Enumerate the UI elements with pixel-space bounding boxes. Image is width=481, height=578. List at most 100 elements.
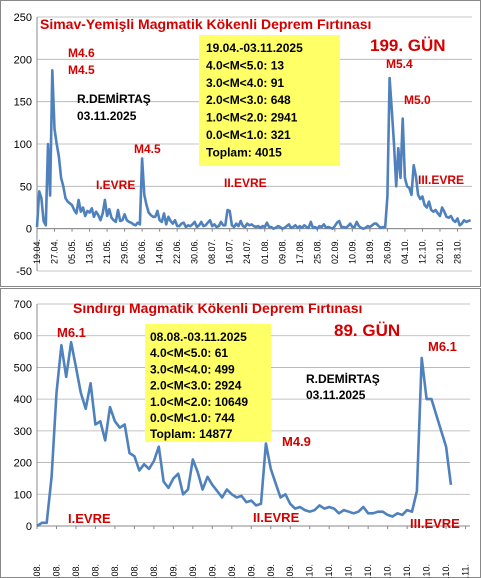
- stats-line: 08.08.-03.11.2025: [150, 330, 247, 344]
- x-tick-label: 14.06.: [155, 239, 165, 264]
- y-tick-label: 200: [14, 458, 32, 470]
- x-tick-label: 19.08.: [90, 564, 100, 578]
- annotation: M5.4: [386, 57, 413, 71]
- y-tick-label: 100: [14, 489, 32, 501]
- x-tick-label: 03.11.: [461, 564, 471, 578]
- stats-line: 0.0<M<1.0: 321: [206, 128, 291, 142]
- stats-box: [199, 35, 340, 166]
- x-tick-label: 11.08.: [51, 564, 61, 578]
- x-tick-label: 15.08.: [71, 564, 81, 578]
- author-date: 03.11.2025: [306, 388, 366, 402]
- stats-line: 1.0<M<2.0: 10649: [150, 395, 248, 409]
- x-tick-label: 06.06.: [137, 239, 147, 264]
- day-label: 199. GÜN: [370, 36, 446, 55]
- series-line: [35, 69, 472, 230]
- x-tick-label: 27.04.: [50, 239, 60, 264]
- author-date: 03.11.2025: [77, 109, 137, 123]
- annotation: M4.6: [68, 46, 95, 60]
- x-tick-label: 30.10.: [441, 564, 451, 578]
- annotation: II.EVRE: [253, 510, 300, 525]
- x-tick-label: 24.09.: [266, 564, 276, 578]
- stats-line: Toplam: 4015: [206, 145, 282, 159]
- x-tick-label: 13.05.: [85, 239, 95, 264]
- day-label: 89. GÜN: [334, 321, 400, 340]
- annotation: I.EVRE: [68, 511, 111, 526]
- x-tick-label: 08.07.: [207, 239, 217, 264]
- stats-line: 3.0<M<4.0: 91: [206, 76, 284, 90]
- x-tick-label: 10.10.: [344, 564, 354, 578]
- y-tick-label: 0: [26, 224, 32, 236]
- y-tick-label: 400: [14, 394, 32, 406]
- x-tick-label: 29.05.: [120, 239, 130, 264]
- x-tick-label: 04.09.: [168, 564, 178, 578]
- stats-line: 1.0<M<2.0: 2941: [206, 111, 298, 125]
- x-tick-label: 01.08.: [260, 239, 270, 264]
- y-tick-label: 500: [14, 362, 32, 374]
- annotation: M5.0: [404, 93, 431, 107]
- x-tick-label: 12.09.: [207, 564, 217, 578]
- x-tick-label: 22.06.: [172, 239, 182, 264]
- x-tick-label: 24.07.: [242, 239, 252, 264]
- y-tick-label: 0: [26, 521, 32, 533]
- stats-line: 2.0<M<3.0: 648: [206, 93, 291, 107]
- series-line: [36, 340, 453, 528]
- x-tick-label: 02.10.: [305, 564, 315, 578]
- annotation: III.EVRE: [418, 173, 464, 187]
- y-tick-label: 200: [14, 54, 32, 66]
- y-tick-label: 600: [14, 331, 32, 343]
- x-tick-label: 18.09.: [365, 239, 375, 264]
- x-tick-label: 02.09.: [330, 239, 340, 264]
- x-tick-label: 20.10.: [435, 239, 445, 264]
- y-tick-label: 700: [14, 299, 32, 311]
- annotation: M6.1: [428, 339, 457, 354]
- y-tick-label: 250: [14, 12, 32, 24]
- stats-line: 4.0<M<5.0: 61: [150, 346, 228, 360]
- stats-line: 4.0<M<5.0: 13: [206, 58, 284, 72]
- y-tick-label: 100: [14, 139, 32, 151]
- author-name: R.DEMİRTAŞ: [77, 91, 151, 106]
- x-tick-label: 16.07.: [225, 239, 235, 264]
- x-tick-label: 27.08.: [129, 564, 139, 578]
- annotation: M6.1: [57, 325, 86, 340]
- stats-line: 0.0<M<1.0: 744: [150, 411, 235, 425]
- x-tick-label: 12.10.: [417, 239, 427, 264]
- annotation: I.EVRE: [96, 178, 135, 192]
- y-tick-label: 150: [14, 97, 32, 109]
- chart-title: Simav-Yemişli Magmatik Kökenli Deprem Fı…: [40, 16, 371, 32]
- annotation: M4.5: [134, 142, 161, 156]
- x-tick-label: 14.10.: [363, 564, 373, 578]
- x-tick-label: 16.09.: [227, 564, 237, 578]
- chart-title: Sındırgı Magmatik Kökenli Deprem Fırtına…: [73, 300, 362, 316]
- x-tick-label: 28.09.: [285, 564, 295, 578]
- x-tick-label: 20.09.: [246, 564, 256, 578]
- x-tick-label: 22.10.: [402, 564, 412, 578]
- annotation: II.EVRE: [224, 176, 267, 190]
- x-tick-label: 31.08.: [149, 564, 159, 578]
- stats-box: [145, 324, 271, 442]
- x-tick-label: 10.09.: [347, 239, 357, 264]
- stats-line: 3.0<M<4.0: 499: [150, 362, 235, 376]
- x-tick-label: 19.04.: [32, 239, 42, 264]
- stats-line: Toplam: 14877: [150, 427, 233, 441]
- y-tick-label: 300: [14, 426, 32, 438]
- x-tick-label: 04.10.: [400, 239, 410, 264]
- annotation: M4.9: [282, 434, 311, 449]
- x-tick-label: 30.06.: [190, 239, 200, 264]
- chart-simav: -50 0 50 100 150 200 250 19.04. 27.04. 05.05. 13.0…: [0, 0, 481, 287]
- annotation: III.EVRE: [410, 516, 460, 531]
- x-tick-label: 23.08.: [110, 564, 120, 578]
- x-tick-label: 21.05.: [102, 239, 112, 264]
- x-tick-label: 26.09.: [382, 239, 392, 264]
- x-tick-label: 26.10.: [422, 564, 432, 578]
- x-tick-label: 06.10.: [324, 564, 334, 578]
- stats-line: 2.0<M<3.0: 2924: [150, 379, 242, 393]
- chart-sindirgi: 0 100 200 300 400 500 600 700 07.08. 11.08. 15.08.…: [0, 288, 481, 578]
- y-tick-label: 50: [20, 181, 32, 193]
- x-tick-label: 09.08.: [277, 239, 287, 264]
- x-tick-label: 28.10.: [452, 239, 462, 264]
- author-name: R.DEMİRTAŞ: [306, 371, 380, 386]
- annotation: M4.5: [68, 63, 95, 77]
- x-tick-label: 08.09.: [188, 564, 198, 578]
- stats-line: 19.04.-03.11.2025: [206, 41, 303, 55]
